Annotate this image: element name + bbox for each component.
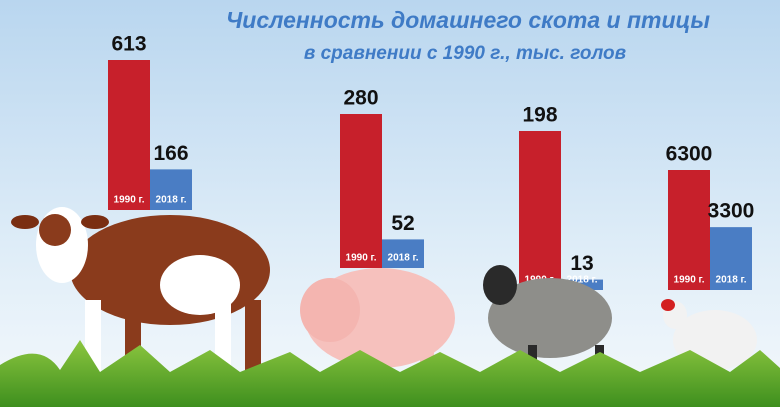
- value-label: 3300: [708, 200, 755, 223]
- value-label: 198: [522, 104, 557, 127]
- bar-label: 1990 г.: [346, 253, 377, 264]
- bar: [710, 227, 752, 290]
- value-label: 613: [111, 33, 146, 56]
- bar-label: 1990 г.: [674, 275, 705, 286]
- bar: [340, 114, 382, 268]
- value-label: 52: [391, 212, 414, 235]
- bar-label: 1990 г.: [114, 195, 145, 206]
- sheep: [488, 278, 612, 358]
- value-label: 6300: [666, 143, 713, 166]
- value-label: 280: [343, 87, 378, 110]
- bar: [150, 169, 192, 210]
- grass: [0, 340, 780, 407]
- value-label: 13: [570, 252, 593, 275]
- title: Численность домашнего скота и птицы: [226, 7, 710, 33]
- bar: [108, 60, 150, 210]
- bar-label: 2018 г.: [156, 195, 187, 206]
- bar-label: 2018 г.: [716, 275, 747, 286]
- value-label: 166: [153, 142, 188, 165]
- bar-label: 2018 г.: [388, 253, 419, 264]
- subtitle: в сравнении с 1990 г., тыс. голов: [304, 43, 626, 64]
- bar: [519, 131, 561, 290]
- bar: [668, 170, 710, 290]
- bar-label: 2018 г.: [567, 275, 598, 286]
- bar: [382, 239, 424, 268]
